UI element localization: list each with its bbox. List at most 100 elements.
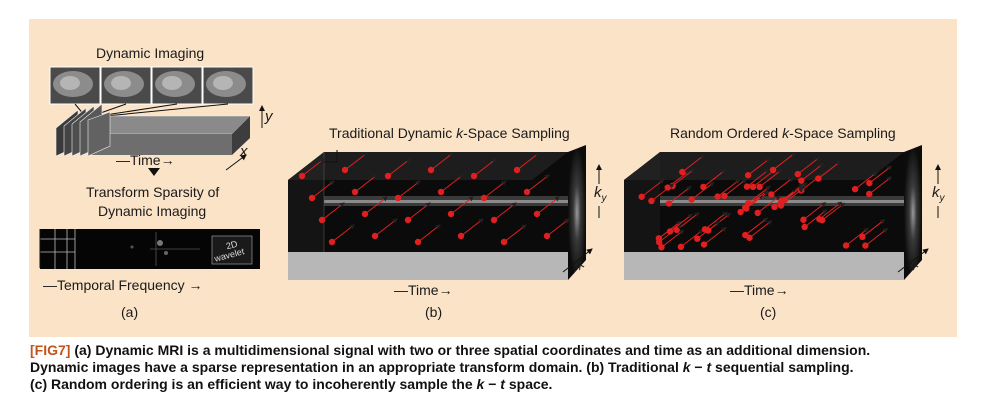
sample-point	[677, 243, 685, 251]
sample-arrow	[862, 219, 886, 238]
sample-arrow	[450, 196, 474, 215]
sparsity-title-line1: Transform Sparsity of	[86, 184, 220, 200]
caption-line2-k: k	[682, 359, 691, 375]
figure-caption: [FIG7] (a) Dynamic MRI is a multidimensi…	[30, 342, 960, 393]
sample-points-b	[298, 152, 570, 246]
sample-arrow	[651, 183, 675, 202]
sample-point	[394, 194, 402, 202]
image-frames	[49, 66, 254, 105]
caption-line-1: [FIG7] (a) Dynamic MRI is a multidimensi…	[30, 342, 960, 359]
kspace-random-diagram	[624, 145, 941, 280]
sample-point	[447, 210, 455, 218]
sample-arrow	[818, 160, 842, 179]
sample-arrow	[407, 202, 431, 221]
sample-point	[866, 179, 873, 187]
sample-arrow	[757, 195, 781, 214]
sample-arrow	[759, 169, 783, 188]
caption-line3-mid: −	[484, 376, 501, 392]
sample-point	[721, 192, 728, 200]
caption-line3-b: space.	[504, 376, 553, 392]
sample-arrow	[696, 221, 721, 240]
panel-c-title-k: k	[782, 125, 790, 141]
sample-point	[842, 242, 850, 249]
sample-point	[533, 210, 541, 218]
caption-line2-t: t	[706, 359, 712, 375]
panel-b-ky-label: ky	[594, 184, 607, 204]
sample-arrow	[704, 211, 728, 230]
sample-point	[298, 172, 306, 180]
sample-arrow	[803, 202, 827, 221]
sample-arrow	[780, 187, 804, 206]
sample-point	[371, 232, 379, 240]
sample-point	[741, 204, 749, 211]
sample-arrow	[865, 227, 889, 246]
sample-arrow	[364, 196, 388, 215]
sample-arrow	[493, 202, 517, 221]
sparsity-title-line2: Dynamic Imaging	[98, 203, 207, 219]
sample-point	[648, 197, 655, 205]
sample-point	[859, 233, 866, 241]
sample-point	[743, 183, 751, 190]
sample-point	[694, 235, 701, 242]
sample-arrow	[868, 176, 893, 195]
sample-arrow	[800, 163, 825, 182]
sample-arrow	[397, 180, 421, 199]
panel-b-ky-k: k	[594, 184, 602, 201]
sample-point	[798, 177, 805, 184]
caption-line2-a: Dynamic images have a sparse representat…	[30, 359, 683, 375]
sample-point	[543, 232, 551, 240]
sample-arrow	[797, 156, 821, 175]
sample-arrow	[747, 157, 771, 176]
sample-arrow	[680, 229, 704, 248]
sample-arrow	[641, 179, 665, 198]
sample-arrow	[331, 224, 355, 243]
caption-line2-mid: −	[690, 359, 707, 375]
panel-c-ky-label: ky	[932, 184, 945, 204]
sample-arrow	[344, 152, 368, 171]
caption-line3-t: t	[500, 376, 505, 392]
sample-point	[361, 210, 369, 218]
sample-point	[771, 203, 778, 211]
panel-a-time-label: —Time→	[116, 152, 175, 168]
sample-point	[749, 183, 757, 191]
sample-point	[700, 241, 708, 248]
sample-arrow	[724, 178, 748, 197]
subfigure-a-label: (a)	[121, 304, 139, 320]
sample-arrow	[717, 178, 741, 197]
sample-point	[328, 238, 336, 246]
sample-point	[457, 232, 465, 240]
sample-arrow	[804, 209, 828, 228]
sample-point	[341, 166, 349, 174]
caption-line-3: (c) Random ordering is an efficient way …	[30, 376, 960, 393]
sample-point	[490, 216, 498, 224]
sample-point	[351, 188, 359, 196]
sample-arrow	[746, 168, 770, 188]
sample-arrow	[387, 158, 411, 177]
sample-arrow	[703, 169, 727, 188]
sample-arrow	[819, 201, 843, 220]
sample-point	[701, 226, 709, 233]
sparsity-image	[39, 229, 260, 269]
panel-c-ky-k: k	[932, 184, 940, 201]
sample-arrow	[681, 154, 706, 173]
panel-c-ky-sub: y	[939, 193, 945, 204]
sample-point	[513, 166, 521, 174]
panel-b-ky-sub: y	[601, 193, 607, 204]
sample-point	[318, 216, 326, 224]
dynamic-imaging-diagram	[49, 66, 265, 176]
kspace-sequential-diagram	[288, 145, 602, 280]
sample-arrow	[691, 181, 715, 200]
sample-arrow	[526, 174, 550, 193]
caption-line-2: Dynamic images have a sparse representat…	[30, 359, 960, 376]
sample-point	[500, 238, 508, 246]
panel-b-title-pre: Traditional Dynamic	[329, 125, 457, 141]
sample-point	[768, 191, 775, 198]
sample-arrow	[321, 202, 345, 221]
sample-point	[777, 202, 785, 209]
sample-point	[816, 216, 823, 223]
subfigure-b-label: (b)	[425, 304, 443, 320]
panel-a-y-label: y	[265, 108, 273, 125]
sample-arrow	[473, 158, 497, 177]
subfigure-c-label: (c)	[760, 304, 777, 320]
sample-arrow	[745, 217, 769, 236]
